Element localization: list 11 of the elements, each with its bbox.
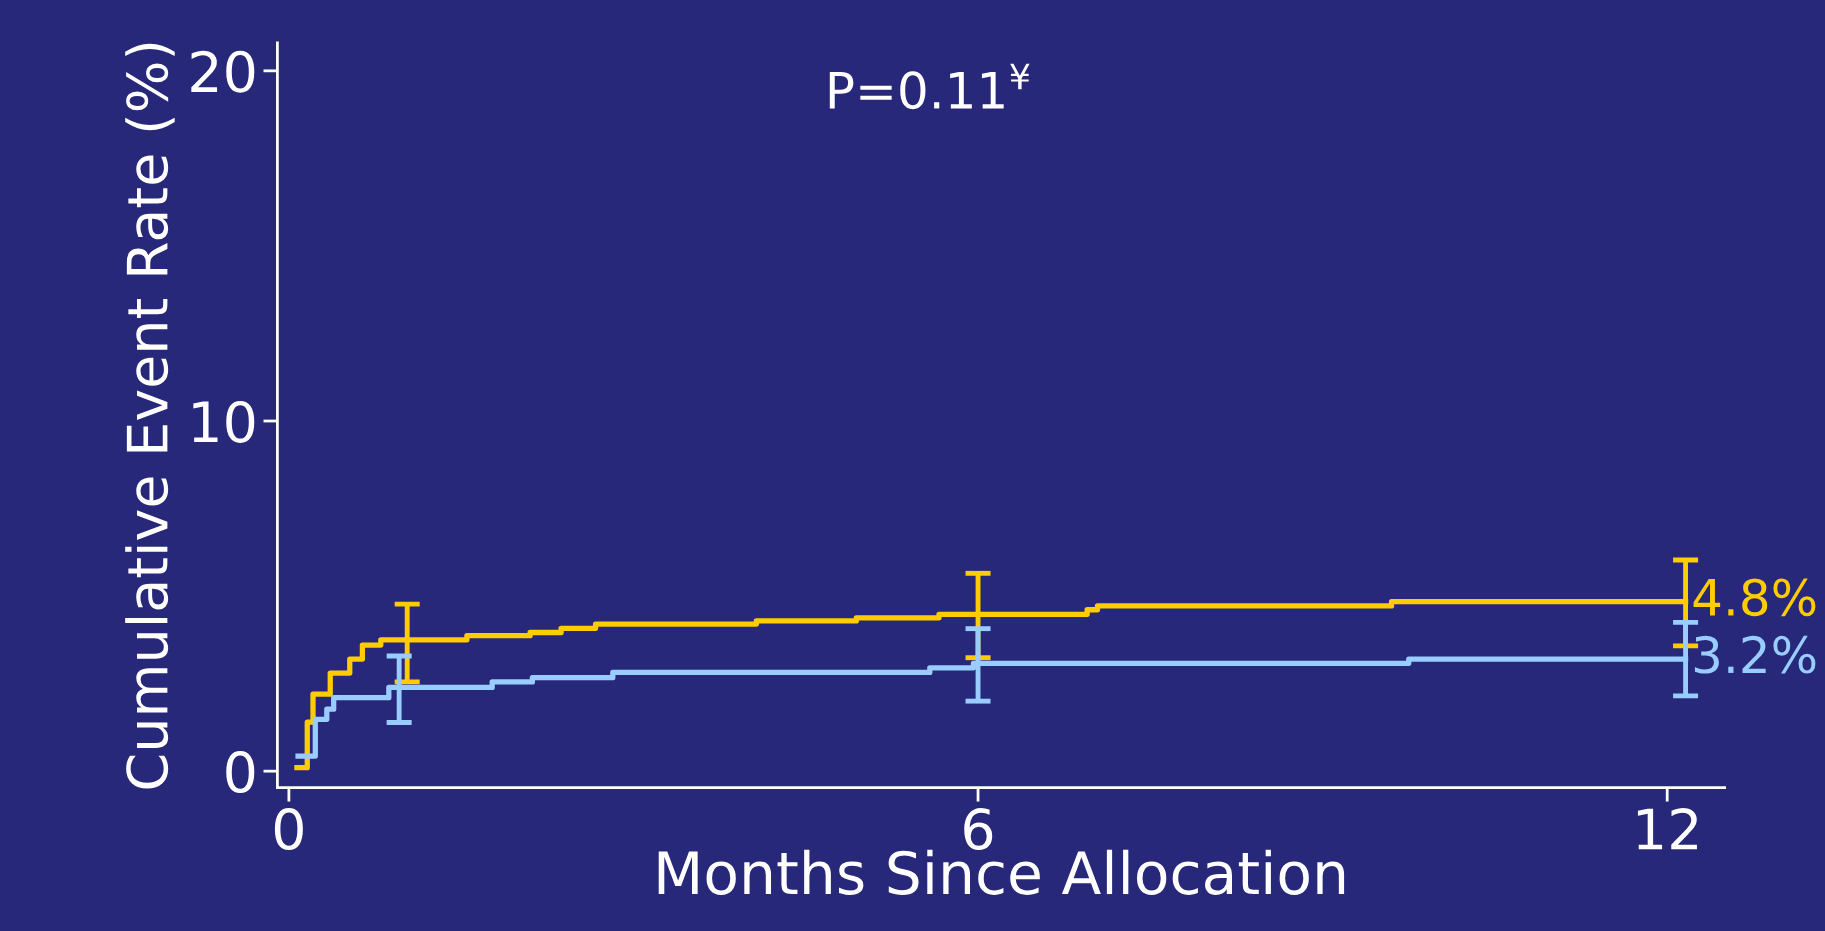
y-tick-label: 20 [191, 50, 255, 93]
x-tick-label: 6 [964, 808, 993, 851]
x-axis-title: Months Since Allocation [658, 849, 1345, 895]
y-axis-title: Cumulative Event Rate (%) [125, 43, 175, 789]
x-tick-label: 0 [274, 808, 303, 851]
annotation: P=0.11$^{¥}$ [829, 63, 1030, 110]
y-tick-label: 0 [226, 751, 255, 794]
x-tick-label: 12 [1637, 808, 1697, 850]
data-label: 3.2% [1694, 635, 1816, 674]
y-tick-label: 10 [193, 400, 255, 443]
data-label: 4.8% [1693, 578, 1816, 617]
